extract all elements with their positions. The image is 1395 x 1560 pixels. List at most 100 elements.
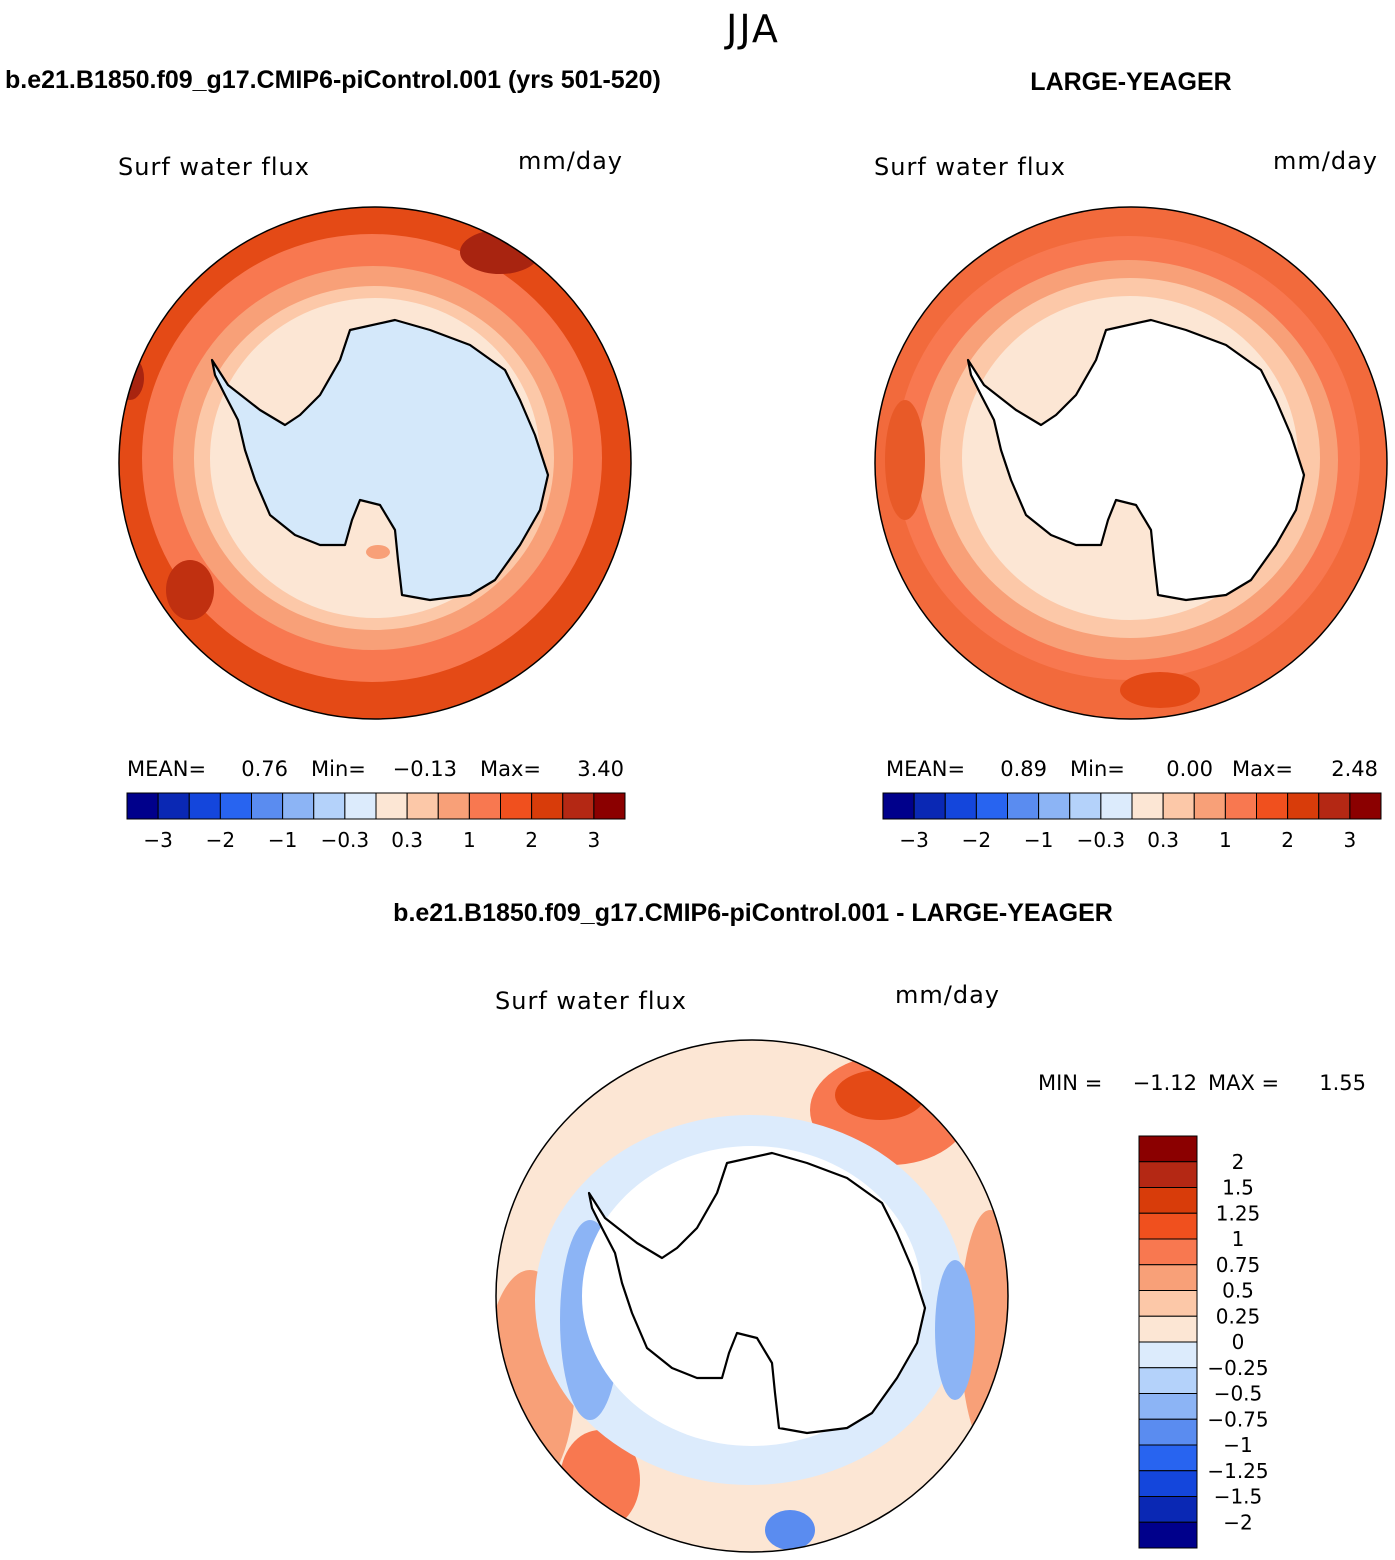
colorbar-diff-swatch (1138, 1341, 1198, 1369)
panel-obs-min-label: Min= (1070, 757, 1125, 781)
colorbar-obs: −3 −2 −1 −0.3 0.3 1 2 3 (882, 792, 1382, 852)
colorbar-diff-swatch (1138, 1418, 1198, 1446)
panel-case-max-value: 3.40 (577, 757, 624, 781)
panel-obs-mean-label: MEAN= (886, 757, 965, 781)
colorbar-case-swatch (468, 792, 501, 820)
panel-obs-mean-value: 0.89 (1000, 757, 1047, 781)
colorbar-obs-swatch (1224, 792, 1257, 820)
colorbar-case-swatch (219, 792, 252, 820)
colorbar-obs-swatch (1131, 792, 1164, 820)
panel-case-min-value: −0.13 (393, 757, 457, 781)
colorbar-obs-swatch (1069, 792, 1102, 820)
map-obs (875, 207, 1387, 719)
colorbar-diff-swatch (1138, 1367, 1198, 1394)
colorbar-diff-swatch (1138, 1393, 1198, 1420)
colorbar-case-tick-label: −0.3 (321, 828, 370, 852)
colorbar-case-swatch (344, 792, 377, 820)
colorbar-diff-tick-label: 0 (1232, 1330, 1245, 1354)
map-case-antarctica (210, 318, 550, 602)
panel-obs-title: LARGE-YEAGER (1030, 68, 1231, 96)
panel-case: b.e21.B1850.f09_g17.CMIP6-piControl.001 … (5, 66, 661, 852)
colorbar-diff-tick-label: −1.5 (1214, 1485, 1263, 1509)
map-diff (496, 1040, 1008, 1552)
colorbar-obs-swatch (1256, 792, 1289, 820)
colorbar-case-tick-label: −2 (206, 828, 235, 852)
panel-obs-units: mm/day (1273, 147, 1378, 175)
panel-obs-min-value: 0.00 (1166, 757, 1213, 781)
colorbar-case-swatch (251, 792, 284, 820)
panel-diff: b.e21.B1850.f09_g17.CMIP6-piControl.001 … (393, 899, 1366, 1553)
colorbar-diff-tick-label: 0.25 (1216, 1304, 1261, 1328)
colorbar-case-swatch (313, 792, 346, 820)
map-obs-border (874, 206, 1388, 720)
panel-obs-max-label: Max= (1232, 757, 1293, 781)
colorbar-obs-swatch (1038, 792, 1071, 820)
map-diff-antarctica (587, 1151, 927, 1435)
colorbar-diff-tick-label: 1 (1232, 1227, 1245, 1251)
colorbar-diff-swatch (1138, 1315, 1198, 1343)
colorbar-case: −3 −2 −1 −0.3 0.3 1 2 3 (126, 792, 626, 852)
panel-obs-max-value: 2.48 (1331, 757, 1378, 781)
colorbar-case-swatch (126, 792, 159, 820)
colorbar-diff-tick-label: 0.75 (1216, 1253, 1261, 1277)
colorbar-diff-swatch (1138, 1290, 1198, 1317)
map-case-plus-spot (366, 545, 390, 559)
colorbar-diff-swatch (1138, 1187, 1198, 1214)
colorbar-diff-tick-label: −0.25 (1207, 1356, 1268, 1380)
colorbar-obs-tick-label: 0.3 (1147, 828, 1179, 852)
panel-case-mean-value: 0.76 (241, 757, 288, 781)
colorbar-obs-swatch (1318, 792, 1351, 820)
panel-case-title: b.e21.B1850.f09_g17.CMIP6-piControl.001 … (5, 66, 661, 94)
colorbar-obs-swatch (944, 792, 977, 820)
colorbar-diff-tick-label: −1.25 (1207, 1459, 1268, 1483)
map-obs-antarctica (966, 318, 1306, 602)
colorbar-diff-swatch (1138, 1444, 1198, 1472)
panel-diff-max-value: 1.55 (1319, 1071, 1366, 1095)
colorbar-case-swatch (531, 792, 564, 820)
colorbar-obs-swatch (882, 792, 915, 820)
colorbar-diff-tick-label: 1.5 (1222, 1176, 1254, 1200)
panel-case-units: mm/day (518, 147, 623, 175)
panel-diff-units: mm/day (895, 981, 1000, 1009)
colorbar-diff-swatch (1138, 1496, 1198, 1523)
colorbar-case-tick-label: −3 (143, 828, 172, 852)
colorbar-obs-swatch (1287, 792, 1320, 820)
panel-obs-variable: Surf water flux (874, 153, 1066, 181)
colorbar-case-swatch (406, 792, 439, 820)
map-case-dark-sw (166, 560, 214, 620)
colorbar-diff-swatch (1138, 1264, 1198, 1291)
colorbar-case-tick-label: −1 (268, 828, 297, 852)
colorbar-diff-swatch (1138, 1470, 1198, 1497)
colorbar-obs-swatch (1162, 792, 1195, 820)
colorbar-diff-tick-label: −1 (1223, 1433, 1252, 1457)
colorbar-case-swatch (500, 792, 533, 820)
colorbar-diff-tick-label: 0.5 (1222, 1279, 1254, 1303)
colorbar-obs-swatch (975, 792, 1008, 820)
colorbar-diff-swatch (1138, 1238, 1198, 1266)
panel-diff-max-label: MAX = (1208, 1071, 1279, 1095)
panel-diff-stats: MIN = −1.12 MAX = 1.55 (1038, 1071, 1366, 1095)
colorbar-obs-tick-label: 3 (1344, 828, 1357, 852)
colorbar-case-swatch (157, 792, 190, 820)
map-diff-neg-e (935, 1260, 975, 1400)
colorbar-case-swatch (375, 792, 408, 820)
panel-diff-min-label: MIN = (1038, 1071, 1102, 1095)
colorbar-obs-swatch (1193, 792, 1226, 820)
colorbar-case-tick-label: 2 (525, 828, 538, 852)
colorbar-obs-tick-label: −2 (962, 828, 991, 852)
panel-case-max-label: Max= (480, 757, 541, 781)
panel-case-min-label: Min= (311, 757, 366, 781)
colorbar-case-tick-label: 1 (463, 828, 476, 852)
map-obs-dark-w (885, 400, 925, 520)
colorbar-diff-tick-label: 2 (1232, 1150, 1245, 1174)
colorbar-diff-swatch (1138, 1161, 1198, 1188)
panel-case-mean-label: MEAN= (127, 757, 206, 781)
panel-diff-variable: Surf water flux (495, 987, 687, 1015)
colorbar-obs-swatch (1007, 792, 1040, 820)
colorbar-diff-tick-label: −0.5 (1214, 1382, 1263, 1406)
colorbar-diff: 21.51.2510.750.50.250−0.25−0.5−0.75−1−1.… (1138, 1135, 1269, 1549)
colorbar-case-swatch (437, 792, 470, 820)
colorbar-obs-tick-label: −0.3 (1077, 828, 1126, 852)
map-diff-border (495, 1039, 1009, 1553)
panel-obs-stats: MEAN= 0.89 Min= 0.00 Max= 2.48 (886, 757, 1378, 781)
